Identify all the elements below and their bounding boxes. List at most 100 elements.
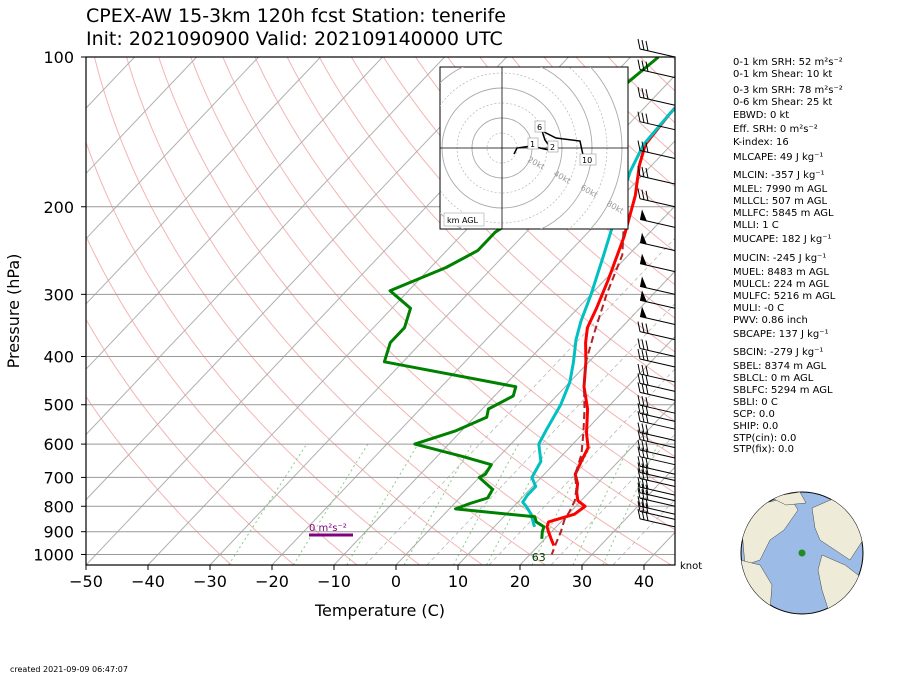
sounding-index: MULFC: 5216 m AGL	[733, 291, 836, 302]
sounding-index: K-index: 16	[733, 137, 789, 148]
moist-adiabat	[612, 499, 675, 565]
dry-adiabat	[86, 235, 358, 565]
wind-barb	[637, 496, 676, 515]
sounding-index: SBCIN: -279 J kg⁻¹	[733, 347, 824, 358]
srh-bar-label: 0 m²s⁻²	[309, 523, 347, 534]
y-tick-label: 700	[43, 468, 74, 487]
isotherm	[395, 270, 675, 565]
globe-land	[769, 492, 807, 506]
chart-title-line1: CPEX-AW 15-3km 120h fcst Station: teneri…	[86, 5, 506, 27]
x-axis-label: Temperature (C)	[314, 601, 445, 620]
wind-barb	[637, 321, 676, 341]
svg-text:1: 1	[530, 140, 535, 149]
svg-text:km AGL: km AGL	[447, 216, 479, 225]
wind-barb	[637, 411, 676, 430]
moist-adiabat	[488, 368, 675, 565]
y-tick-label: 900	[43, 523, 74, 542]
surface-wet-bulb-label: 63	[532, 551, 546, 564]
wind-barb	[639, 306, 676, 326]
y-tick-label: 300	[43, 285, 74, 304]
dry-adiabat	[382, 57, 675, 353]
isotherm	[519, 401, 675, 565]
sounding-index: SBLI: 0 C	[733, 397, 778, 408]
x-tick-label: −10	[317, 572, 351, 591]
isotherm	[86, 57, 197, 175]
hodograph-height-label: 1	[527, 137, 539, 150]
wind-barb	[637, 439, 676, 459]
y-tick-label: 400	[43, 348, 74, 367]
moist-adiabat	[550, 433, 675, 565]
wind-barb	[637, 165, 676, 185]
isotherm	[86, 57, 445, 436]
wet-bulb-profile	[382, 57, 660, 539]
sounding-index: MUEL: 8483 m AGL	[733, 267, 829, 278]
moist-adiabat	[364, 237, 675, 565]
wind-barb	[637, 38, 676, 58]
sounding-index: MULI: -0 C	[733, 303, 785, 314]
wind-barb	[637, 446, 676, 466]
wind-barb	[637, 456, 676, 475]
svg-text:10: 10	[582, 156, 592, 165]
isotherm	[86, 57, 507, 501]
sounding-index: SHIP: 0.0	[733, 421, 779, 432]
y-tick-label: 200	[43, 198, 74, 217]
svg-text:2: 2	[550, 143, 555, 152]
station-location-marker	[798, 549, 806, 557]
wind-barb	[637, 140, 676, 160]
x-tick-label: 40	[634, 572, 654, 591]
y-tick-label: 1000	[33, 545, 74, 564]
mixing-ratio-line	[228, 443, 308, 565]
dry-adiabat	[86, 395, 232, 565]
x-tick-label: −40	[131, 572, 165, 591]
mixing-ratio-line	[602, 443, 659, 565]
sounding-index: 0-6 km Shear: 25 kt	[733, 97, 833, 108]
isotherm	[86, 57, 383, 370]
sounding-index: 0-1 km Shear: 10 kt	[733, 69, 833, 80]
dry-adiabat	[447, 57, 675, 286]
wind-barb	[639, 209, 676, 228]
wind-barbs	[637, 38, 676, 528]
sounding-index: SCP: 0.0	[733, 409, 775, 420]
wind-barb	[639, 253, 676, 273]
dry-adiabat	[86, 318, 295, 565]
hodograph-height-label: 2	[547, 140, 559, 153]
sounding-index: MLCAPE: 49 J kg⁻¹	[733, 152, 824, 163]
x-tick-label: −50	[69, 572, 103, 591]
dry-adiabat	[126, 57, 546, 565]
x-tick-label: 30	[572, 572, 592, 591]
sounding-index: STP(fix): 0.0	[733, 444, 794, 455]
wind-barb	[637, 501, 676, 520]
sounding-index: 0-1 km SRH: 52 m²s⁻²	[733, 57, 843, 68]
sounding-index: MULCL: 224 m AGL	[733, 279, 829, 290]
sounding-index: EBWD: 0 kt	[733, 110, 790, 121]
wind-barb	[637, 508, 676, 528]
wind-barb	[639, 290, 676, 309]
isotherm	[457, 335, 675, 565]
dry-adiabat	[415, 57, 675, 319]
wind-barb	[637, 188, 676, 208]
svg-text:6: 6	[537, 123, 542, 132]
sounding-index: MLCIN: -357 J kg⁻¹	[733, 170, 825, 181]
sounding-index: STP(cin): 0.0	[733, 433, 797, 444]
dry-adiabat	[254, 57, 675, 494]
wind-barb	[637, 422, 676, 441]
dry-adiabat	[93, 57, 483, 565]
sounding-index: MLLI: 1 C	[733, 220, 779, 231]
sounding-index: Eff. SRH: 0 m²s⁻²	[733, 124, 818, 135]
isotherm	[86, 57, 259, 240]
y-tick-label: 800	[43, 497, 74, 516]
chart-title-line2: Init: 2021090900 Valid: 202109140000 UTC	[86, 28, 503, 50]
hodograph-km-agl-label: km AGL	[443, 212, 485, 227]
y-axis-label: Pressure (hPa)	[4, 254, 23, 369]
x-tick-label: −20	[255, 572, 289, 591]
wind-unit-label: knot	[680, 561, 702, 572]
y-tick-label: 500	[43, 396, 74, 415]
sounding-index: MLLFC: 5845 m AGL	[733, 208, 834, 219]
y-tick-label: 600	[43, 435, 74, 454]
created-timestamp: created 2021-09-09 06:47:07	[10, 665, 128, 674]
temperature-profile	[545, 105, 675, 547]
isotherm	[333, 205, 675, 565]
x-tick-label: 20	[510, 572, 530, 591]
location-globe	[740, 491, 864, 615]
